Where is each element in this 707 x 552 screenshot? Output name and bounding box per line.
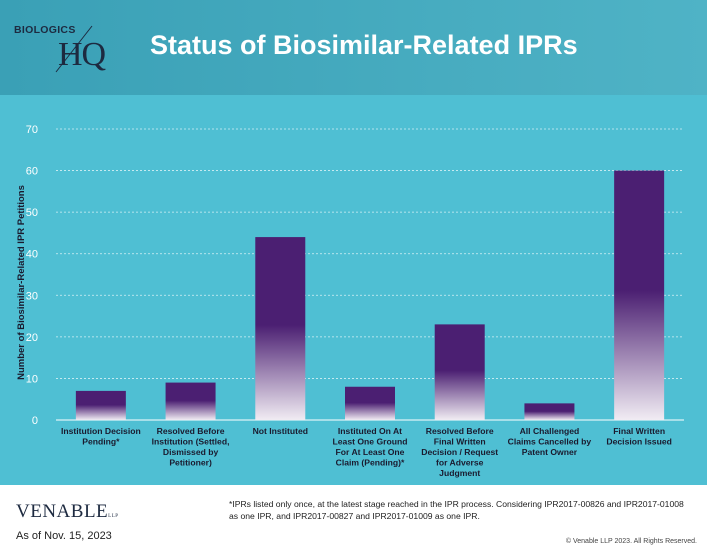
x-tick-label: Instituted On At: [338, 426, 402, 436]
x-tick-label: Final Written: [434, 437, 486, 447]
x-tick-label: Judgment: [439, 468, 480, 478]
logo-slash-icon: [55, 25, 93, 73]
x-tick-label: Decision / Request: [421, 447, 498, 457]
bar-chart: 0 10 20 30 40 50 60 70 Number of Biosimilar-Rela…: [16, 124, 684, 478]
logo-hq-text: HQ: [58, 36, 106, 73]
x-tick-label: Pending*: [82, 437, 120, 447]
x-tick-label: Patent Owner: [522, 447, 578, 457]
y-tick-label: 0: [32, 415, 38, 427]
x-tick-label: Claim (Pending)*: [336, 458, 405, 468]
y-tick-label: 60: [26, 166, 38, 178]
bar: [345, 386, 395, 420]
x-tick-label: Not Instituted: [253, 426, 308, 436]
venable-brand: VENABLE: [16, 501, 109, 522]
x-tick-label: Resolved Before: [157, 426, 225, 436]
bar: [165, 382, 216, 420]
x-tick-label: Claims Cancelled by: [508, 437, 592, 447]
x-tick-label: Decision Issued: [606, 437, 671, 447]
y-tick-label: 10: [26, 373, 38, 385]
footer: [0, 485, 707, 552]
y-tick-label: 70: [26, 124, 38, 136]
x-tick-label: All Challenged: [520, 426, 580, 436]
page-title: Status of Biosimilar-Related IPRs: [150, 30, 578, 60]
header-banner: BIOLOGICS HQ Status of Biosimilar-Relate…: [0, 0, 707, 95]
x-tick-label: Institution (Settled,: [152, 437, 230, 447]
y-tick-label: 40: [26, 249, 38, 261]
copyright: © Venable LLP 2023. All Rights Reserved.: [565, 538, 697, 545]
y-tick-label: 20: [26, 332, 38, 344]
venable-logo: VENABLELLP: [16, 501, 119, 523]
y-axis-label: Number of Biosimilar-Related IPR Petitio…: [16, 185, 27, 380]
y-tick-label: 50: [26, 207, 38, 219]
x-tick-label: Petitioner): [169, 458, 212, 468]
x-tick-label: for Adverse: [436, 458, 484, 468]
footnote: *IPRs listed only once, at the latest st…: [229, 499, 684, 521]
x-tick-label: For At Least One: [336, 447, 405, 457]
x-tick-label: Least One Ground: [333, 437, 408, 447]
x-tick-label: Institution Decision: [61, 426, 141, 436]
venable-suffix: LLP: [108, 514, 119, 519]
bar: [614, 170, 665, 420]
x-tick-label: Resolved Before: [426, 426, 494, 436]
biologics-hq-logo: BIOLOGICS HQ: [14, 24, 134, 84]
y-tick-label: 30: [26, 290, 38, 302]
x-tick-label: Dismissed by: [163, 447, 219, 457]
bar: [524, 403, 575, 420]
as-of-date: As of Nov. 15, 2023: [16, 530, 112, 542]
bar: [434, 324, 485, 420]
logo-top-text: BIOLOGICS: [14, 24, 76, 36]
x-tick-label: Final Written: [613, 426, 665, 436]
bar: [255, 237, 306, 420]
bar: [75, 390, 126, 420]
